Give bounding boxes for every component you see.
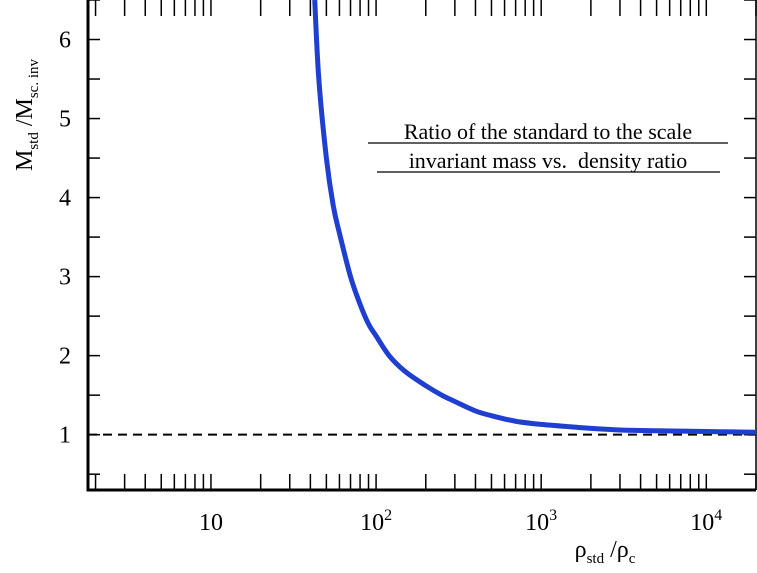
y-axis-label: Mstd /Msc. inv: [12, 58, 42, 171]
y-tick-label: 2: [59, 344, 71, 370]
x-tick-label: 104: [690, 507, 722, 536]
y-tick-label: 3: [59, 265, 71, 291]
y-tick-label: 1: [59, 423, 71, 449]
x-tick-label: 103: [525, 507, 557, 536]
y-ticks: 1 2 3 4 5 6: [59, 0, 756, 475]
x-tick-label: 10: [199, 510, 223, 536]
y-tick-label: 4: [59, 186, 71, 212]
annotation-line-1: Ratio of the standard to the scale: [404, 119, 692, 144]
y-tick-label: 5: [59, 107, 71, 133]
y-tick-label: 6: [59, 28, 71, 54]
plot-frame: [86, 0, 757, 492]
x-axis-label: ρstd /ρc: [575, 537, 636, 567]
series-line: [312, 0, 757, 435]
annotation-line-2: invariant mass vs. density ratio: [409, 148, 688, 173]
x-ticks: 10 102 103 104: [94, 0, 757, 536]
x-tick-label: 102: [360, 507, 392, 536]
